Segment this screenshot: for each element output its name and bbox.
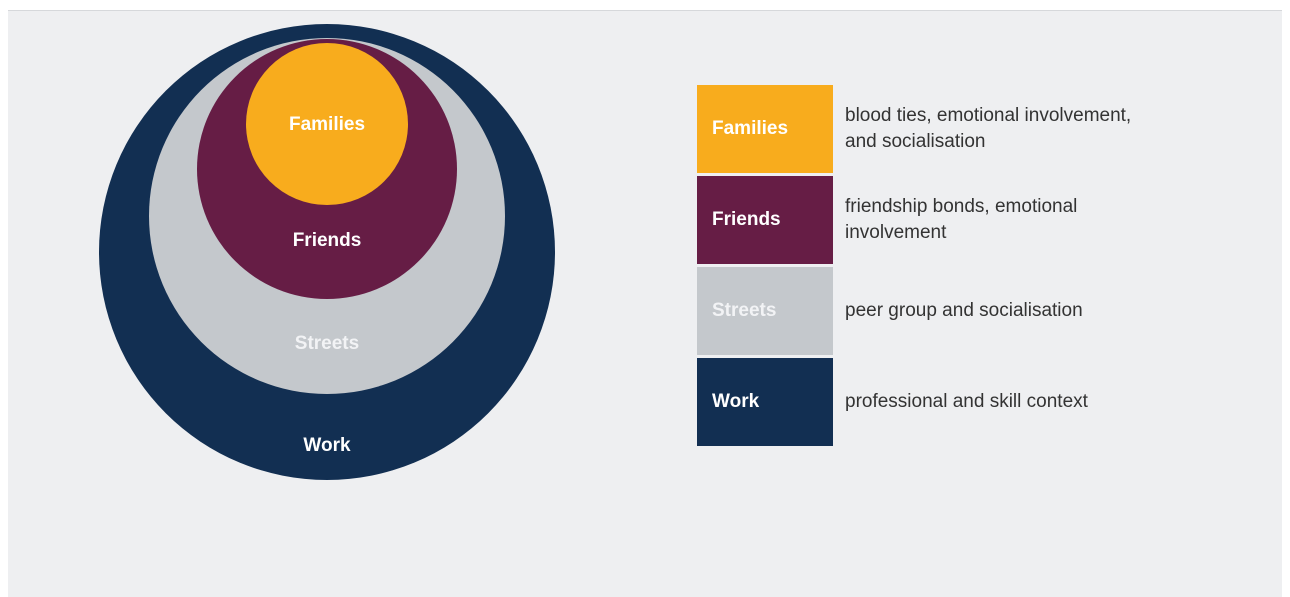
legend-row: Work professional and skill context [697,358,1257,446]
legend-label: Streets [712,300,777,321]
legend-label: Work [712,391,760,412]
circle-label: Friends [293,230,362,251]
legend-row: Families blood ties, emotional involvemen… [697,85,1257,173]
legend-swatch: Families [697,85,833,173]
circle [246,43,408,205]
legend-row: Streets peer group and socialisation [697,267,1257,355]
legend-description: blood ties, emotional involvement, and s… [845,105,1132,152]
legend-swatch: Streets [697,267,833,355]
legend-label: Families [712,118,789,139]
legend-swatch: Friends [697,176,833,264]
legend-swatch: Work [697,358,833,446]
legend-label: Friends [712,209,781,230]
circle-label: Streets [295,333,359,354]
circle-label: Families [289,114,365,135]
legend-description: peer group and socialisation [845,300,1083,321]
legend-row: Friends friendship bonds, emotional invol… [697,176,1257,264]
legend-description: professional and skill context [845,391,1088,412]
circle-label: Work [303,435,351,456]
legend-description: friendship bonds, emotional involvement [845,196,1078,243]
